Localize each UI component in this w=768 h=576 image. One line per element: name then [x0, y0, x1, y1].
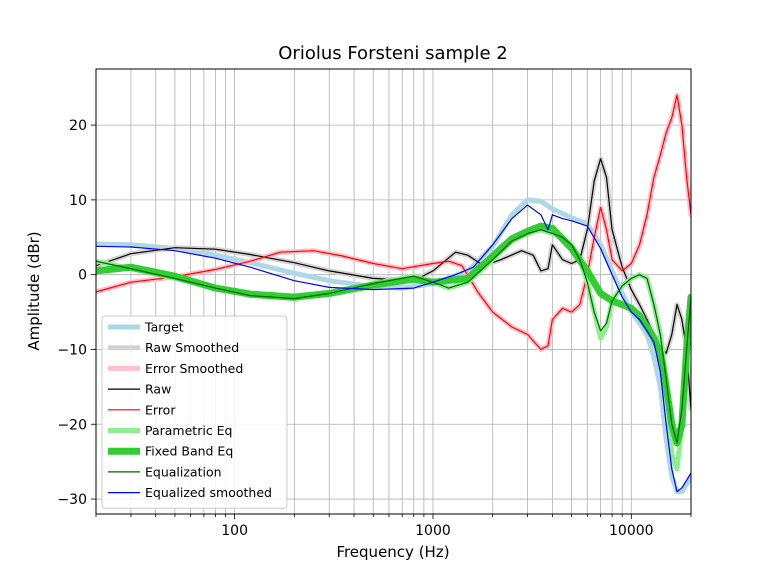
legend-label: Target — [144, 320, 184, 335]
chart-title: Oriolus Forsteni sample 2 — [278, 43, 507, 64]
x-tick-label: 10000 — [609, 523, 654, 539]
legend-label: Error Smoothed — [145, 361, 243, 376]
legend: Target Raw Smoothed Error Smoothed Raw Error… — [101, 315, 288, 509]
x-tick-label: 100 — [221, 523, 248, 539]
x-axis-label: Frequency (Hz) — [336, 543, 449, 561]
series-line-0 — [96, 197, 691, 495]
x-tick-label: 1000 — [415, 523, 451, 539]
series-line-6 — [96, 222, 691, 447]
y-axis-label: Amplitude (dBr) — [25, 231, 43, 350]
plot-frame — [95, 68, 692, 515]
y-tick-label: 0 — [78, 268, 87, 284]
legend-label: Equalized smoothed — [145, 485, 272, 500]
y-tick-label: −30 — [57, 492, 87, 508]
series-line-4 — [96, 94, 691, 351]
y-tick-label: 10 — [69, 193, 87, 209]
legend-label: Raw — [145, 382, 171, 397]
legend-box — [101, 315, 288, 509]
series-line-7 — [96, 229, 691, 444]
legend-label: Raw Smoothed — [145, 340, 239, 355]
y-tick-label: −10 — [57, 342, 87, 358]
legend-label: Error — [145, 402, 176, 417]
y-tick-label: 20 — [69, 118, 87, 134]
legend-label: Parametric Eq — [145, 423, 233, 438]
series-line-8 — [96, 204, 691, 493]
legend-label: Fixed Band Eq — [145, 444, 233, 459]
axes: −30 −20 −10 0 10 20 100 1000 10000 — [57, 118, 692, 539]
series-layer — [96, 92, 691, 495]
legend-label: Equalization — [145, 464, 222, 479]
y-tick-label: −20 — [57, 417, 87, 433]
